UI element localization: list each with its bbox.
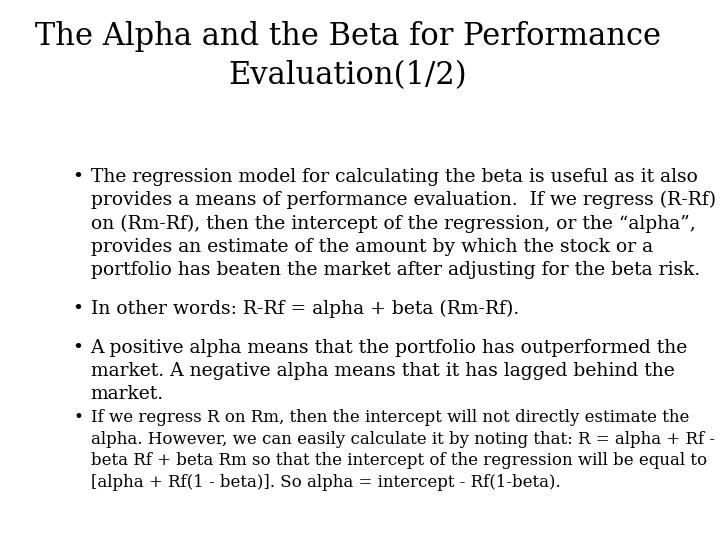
- Text: •: •: [73, 339, 84, 357]
- Text: •: •: [73, 409, 83, 426]
- Text: •: •: [73, 300, 84, 318]
- Text: •: •: [73, 168, 84, 186]
- Text: In other words: R-Rf = alpha + beta (Rm-Rf).: In other words: R-Rf = alpha + beta (Rm-…: [91, 300, 518, 319]
- Text: If we regress R on Rm, then the intercept will not directly estimate the alpha. : If we regress R on Rm, then the intercep…: [91, 409, 714, 491]
- Text: The regression model for calculating the beta is useful as it also provides a me: The regression model for calculating the…: [91, 168, 716, 279]
- Text: The Alpha and the Beta for Performance
Evaluation(1/2): The Alpha and the Beta for Performance E…: [35, 22, 661, 91]
- Text: A positive alpha means that the portfolio has outperformed the market. A negativ: A positive alpha means that the portfoli…: [91, 339, 688, 403]
